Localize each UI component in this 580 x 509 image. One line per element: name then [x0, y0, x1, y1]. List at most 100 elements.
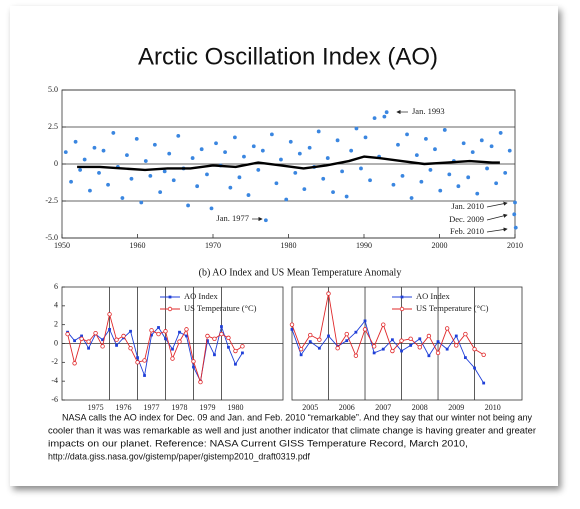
marker [233, 348, 238, 354]
marker [128, 346, 133, 351]
annotation: Jan. 1993 [412, 106, 445, 116]
card [10, 6, 558, 486]
caption-line: impacts on our planet. Reference: NASA C… [48, 438, 468, 448]
marker [289, 322, 295, 327]
legend-marker [167, 306, 173, 312]
marker [234, 362, 237, 366]
legend-label: AO Index [416, 291, 451, 301]
marker [213, 353, 216, 357]
data-point [302, 187, 307, 192]
marker [436, 340, 440, 344]
data-point [359, 166, 363, 171]
marker [354, 330, 358, 334]
data-point [152, 142, 157, 147]
marker [121, 333, 126, 339]
marker [220, 325, 223, 328]
chart-title: Arctic Oscillation Index (AO) [138, 43, 438, 70]
data-point [106, 182, 110, 187]
data-point [284, 197, 289, 202]
data-point [335, 138, 340, 143]
data-point [363, 135, 368, 140]
marker [171, 347, 174, 351]
marker [100, 344, 105, 349]
x-tick-label: 1950 [54, 241, 70, 250]
y-tick-label: -2.5 [45, 196, 58, 205]
legend-marker [400, 295, 404, 299]
marker [335, 346, 340, 351]
y-tick-label: -2 [51, 357, 58, 366]
data-point [424, 136, 428, 141]
marker [290, 327, 294, 331]
data-point [111, 131, 116, 135]
marker [308, 340, 312, 344]
marker [73, 339, 76, 343]
marker [79, 336, 84, 341]
section-title: (b) AO Index and US Mean Temperature Ano… [199, 267, 402, 278]
data-point [396, 142, 400, 147]
x-category-label: 1976 [116, 403, 132, 412]
data-point [489, 144, 494, 149]
data-point [101, 148, 106, 153]
data-point [400, 173, 405, 178]
legend-marker [399, 306, 405, 312]
data-point [176, 133, 181, 138]
marker [327, 334, 330, 338]
data-point [503, 170, 508, 175]
data-point [414, 153, 419, 158]
data-point [513, 200, 517, 205]
x-category-label: 1978 [171, 403, 187, 412]
y-tick-label: 2 [54, 319, 58, 328]
data-point [325, 156, 330, 160]
data-point [279, 157, 283, 162]
marker [177, 339, 182, 344]
marker [101, 338, 104, 342]
data-point [205, 172, 209, 177]
x-category-label: 2008 [412, 403, 428, 412]
marker [427, 354, 431, 358]
data-point [242, 154, 246, 159]
data-point [405, 132, 409, 137]
data-point [251, 144, 256, 149]
x-category-label: 2007 [375, 403, 391, 412]
marker [178, 330, 181, 334]
marker [298, 346, 304, 352]
data-point [237, 175, 242, 180]
data-point [409, 196, 414, 200]
data-point [507, 148, 512, 153]
data-point [92, 145, 97, 150]
y-tick-label: -5.0 [45, 233, 58, 242]
marker [170, 356, 175, 361]
marker [87, 346, 90, 350]
x-category-label: 2009 [448, 403, 464, 412]
data-point [321, 176, 326, 181]
series-line [291, 320, 485, 384]
data-point [297, 151, 302, 156]
data-point [186, 203, 190, 208]
data-point [354, 126, 359, 131]
legend-label: AO Index [184, 291, 219, 301]
data-point [438, 188, 443, 193]
annotation: Dec. 2009 [449, 214, 484, 224]
x-category-label: 2006 [339, 403, 355, 412]
data-point [470, 150, 475, 155]
marker [299, 353, 303, 357]
y-tick-label: -6 [51, 395, 58, 404]
marker [150, 333, 153, 337]
marker [481, 352, 486, 357]
data-point [384, 110, 389, 115]
annotation-arrow [486, 201, 508, 208]
data-point [340, 169, 345, 174]
x-category-label: 2010 [485, 403, 501, 412]
marker [157, 326, 160, 329]
data-point [260, 148, 265, 153]
marker [417, 345, 422, 350]
marker [143, 374, 146, 377]
data-point [419, 179, 424, 184]
data-point [344, 194, 349, 199]
data-point [148, 173, 153, 178]
data-point [97, 170, 101, 175]
data-point [307, 145, 312, 150]
data-point [134, 136, 139, 141]
x-category-label: 2005 [302, 403, 318, 412]
data-point [256, 168, 261, 172]
